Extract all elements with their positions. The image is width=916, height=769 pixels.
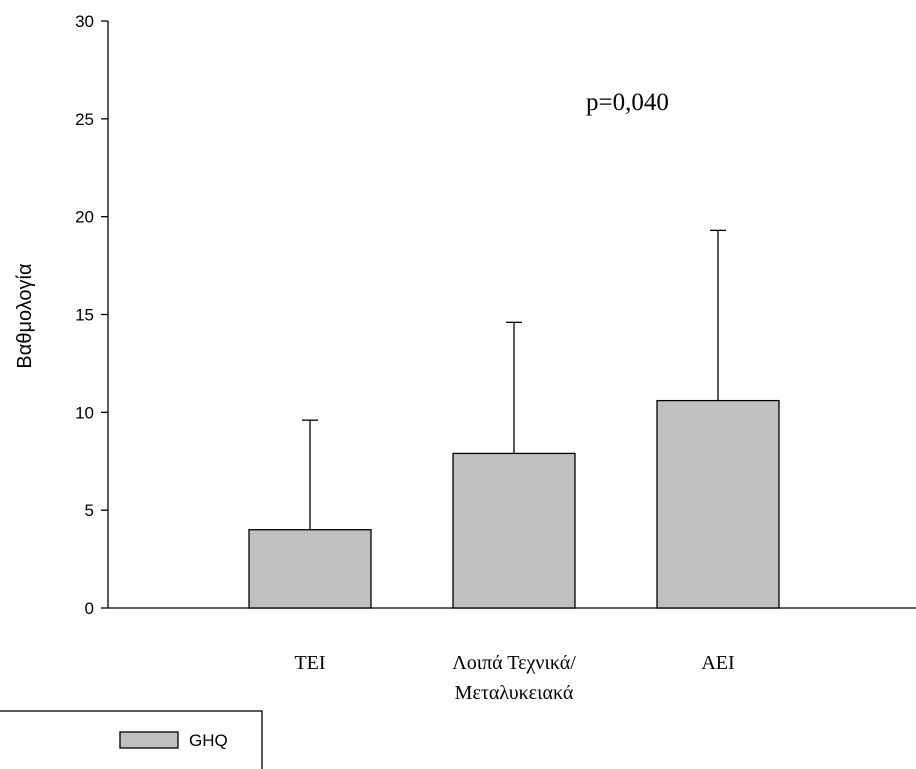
y-tick-label: 25: [75, 110, 94, 129]
y-tick-label: 15: [75, 306, 94, 325]
y-tick-label: 10: [75, 403, 94, 422]
y-axis-label: Βαθμολογία: [14, 263, 36, 368]
x-category-label: Μεταλυκειακά: [455, 682, 574, 704]
legend: GHQ: [0, 710, 263, 769]
bars: [248, 399, 780, 609]
y-ticks: 0 5 10 15 20 25 30: [75, 12, 108, 618]
x-category-label: Λοιπά Τεχνικά/: [452, 652, 576, 674]
error-bars: [302, 229, 726, 530]
y-tick-label: 20: [75, 208, 94, 227]
y-tick-label: 30: [75, 12, 94, 31]
bar: [248, 529, 372, 609]
y-tick-label: 5: [85, 501, 94, 520]
legend-label: GHQ: [189, 731, 228, 750]
x-category-label: AEI: [701, 652, 734, 674]
legend-frame: [0, 710, 263, 769]
bar: [452, 452, 576, 609]
category-labels: TEI Λοιπά Τεχνικά/Μεταλυκειακά AEI: [294, 652, 734, 704]
p-value-annotation: p=0,040: [586, 89, 669, 116]
bar: [656, 399, 780, 609]
y-tick-label: 0: [85, 599, 94, 618]
legend-swatch: [119, 731, 179, 749]
x-category-label: TEI: [294, 652, 325, 674]
